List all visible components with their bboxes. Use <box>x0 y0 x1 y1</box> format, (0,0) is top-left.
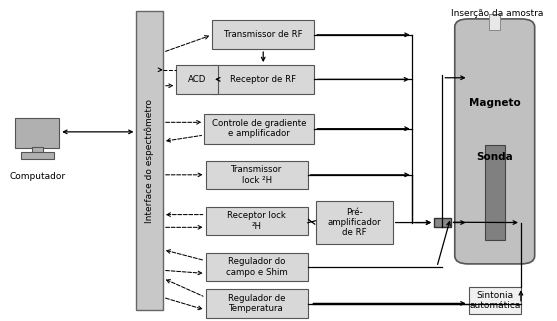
Text: Magneto: Magneto <box>469 98 521 108</box>
Text: Computador: Computador <box>9 172 65 181</box>
Text: Inserção da amostra: Inserção da amostra <box>451 9 544 18</box>
FancyBboxPatch shape <box>434 218 451 227</box>
FancyBboxPatch shape <box>455 19 535 264</box>
FancyBboxPatch shape <box>468 287 521 314</box>
Text: Receptor de RF: Receptor de RF <box>230 75 296 84</box>
FancyBboxPatch shape <box>177 65 218 94</box>
Text: Transmissor de RF: Transmissor de RF <box>224 30 302 39</box>
FancyBboxPatch shape <box>212 21 314 49</box>
Text: Regulador de
Temperatura: Regulador de Temperatura <box>228 294 285 313</box>
FancyBboxPatch shape <box>206 253 307 282</box>
FancyBboxPatch shape <box>32 147 43 152</box>
FancyBboxPatch shape <box>204 114 315 144</box>
Text: Pré-
amplificador
de RF: Pré- amplificador de RF <box>328 208 381 238</box>
Text: Sintonia
automática: Sintonia automática <box>469 291 520 310</box>
FancyBboxPatch shape <box>15 117 59 148</box>
Text: Controle de gradiente
e amplificador: Controle de gradiente e amplificador <box>212 119 306 138</box>
Text: Transmissor
lock ²H: Transmissor lock ²H <box>231 165 282 185</box>
Text: Regulador do
campo e Shim: Regulador do campo e Shim <box>226 257 287 277</box>
Text: Receptor lock
²H: Receptor lock ²H <box>227 211 286 231</box>
FancyBboxPatch shape <box>489 14 500 30</box>
FancyBboxPatch shape <box>485 144 505 240</box>
FancyBboxPatch shape <box>316 201 393 244</box>
FancyBboxPatch shape <box>136 11 163 310</box>
FancyBboxPatch shape <box>206 160 307 189</box>
FancyBboxPatch shape <box>212 65 314 94</box>
FancyBboxPatch shape <box>206 207 307 235</box>
FancyBboxPatch shape <box>21 152 54 159</box>
Text: Interface do espectrômetro: Interface do espectrômetro <box>145 99 154 222</box>
FancyBboxPatch shape <box>206 289 307 318</box>
Text: ACD: ACD <box>188 75 206 84</box>
Text: Sonda: Sonda <box>476 152 513 162</box>
